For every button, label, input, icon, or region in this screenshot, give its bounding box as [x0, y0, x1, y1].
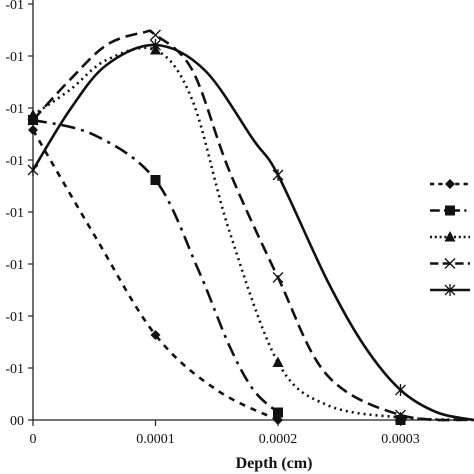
data-point [395, 411, 406, 422]
series-line [32, 118, 279, 414]
legend-entry [430, 258, 470, 269]
data-point [150, 330, 161, 340]
series-group [27, 29, 474, 425]
y-tick-label: -01 [5, 206, 24, 221]
legend-marker [444, 258, 456, 269]
series-4 [27, 29, 474, 422]
x-tick-label: 0.0003 [381, 432, 420, 447]
data-point [395, 384, 406, 396]
data-point [273, 407, 283, 418]
series-2 [28, 115, 406, 425]
data-point [150, 29, 161, 41]
data-point [150, 39, 161, 51]
y-tick-label: -01 [5, 310, 24, 325]
y-tick-label: -01 [5, 50, 24, 65]
series-line [32, 46, 474, 422]
y-tick-label: -01 [5, 154, 24, 169]
series-line [31, 43, 474, 422]
legend-entry [430, 284, 470, 296]
x-tick-label: 0 [30, 432, 37, 447]
legend-marker [444, 284, 456, 296]
y-tick-label: -01 [5, 0, 24, 13]
data-point [150, 175, 161, 185]
data-point [272, 169, 284, 181]
data-point [395, 409, 406, 421]
series-1 [28, 125, 283, 425]
x-axis-title: Depth (cm) [236, 455, 313, 472]
legend-marker [445, 179, 455, 189]
series-5 [27, 39, 474, 422]
y-tick-label: 00 [10, 414, 24, 429]
legend-marker [444, 231, 456, 242]
x-tick-label: 0.0002 [259, 432, 298, 447]
legend [430, 179, 470, 296]
data-point [28, 125, 38, 135]
x-tick-label: 0.0001 [136, 432, 175, 447]
series-line [32, 29, 474, 422]
data-point [272, 356, 284, 367]
y-tick-label: -01 [5, 258, 24, 273]
y-tick-label: -01 [5, 102, 24, 117]
legend-entry [430, 205, 470, 216]
data-point [27, 164, 39, 176]
series-3 [27, 44, 474, 422]
data-point [27, 114, 39, 126]
y-tick-label: -01 [5, 362, 24, 377]
data-point [272, 272, 284, 283]
series-line [31, 129, 279, 422]
axes: 00 -01 -01 -01 -01 -01 -01 -01 -01 0 0.0001 0.0002 0… [5, 0, 474, 447]
legend-marker [445, 205, 455, 216]
legend-entry [430, 231, 470, 242]
legend-entry [430, 179, 470, 189]
